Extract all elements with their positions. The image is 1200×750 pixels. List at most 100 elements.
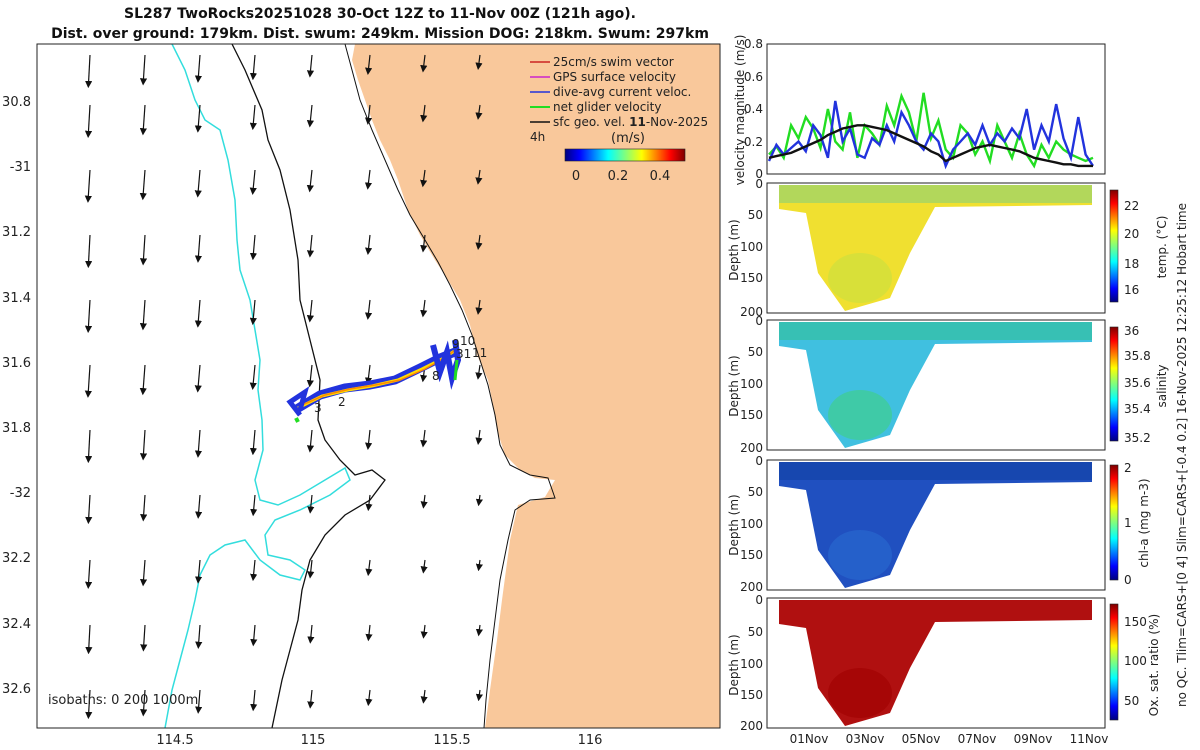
velocity-vector [306,104,314,128]
depth-label: Depth (m) [727,355,741,416]
depth-tick: 0 [755,177,763,191]
side-metadata-label: no QC. Tlim=CARS+[0 4] Slim=CARS+[-0.4 0… [1175,203,1189,707]
colorbar-tick: 0 [572,169,580,184]
salinity-deep-blob [828,390,892,440]
track-label-2: 2 [338,395,346,409]
velocity-vector [249,429,258,456]
velocity-vector [85,54,93,89]
velocity-vector [194,429,203,458]
velocity-vector [420,169,428,188]
depth-tick: 0 [755,314,763,328]
velocity-panel[interactable]: 0 0.2 0.4 0.6 0.8 velocity magnitude (m/… [733,35,1106,186]
salinity-colorbar [1109,326,1119,442]
cbar-tick: 35.2 [1124,431,1151,445]
depth-tick: 100 [740,377,763,391]
track-label-3: 3 [314,401,322,415]
salinity-surface-layer [779,322,1092,340]
date-tick: 03Nov [846,732,885,746]
depth-tick: 50 [748,485,763,499]
oxygen-surface-layer [779,600,1092,618]
cbar-tick: 100 [1124,654,1147,668]
velocity-vector [420,689,428,704]
velocity-vector [195,624,203,649]
velocity-vector [84,169,92,203]
lon-tick: 114.5 [156,733,193,748]
velocity-vector [250,624,258,647]
date-tick: 11Nov [1070,732,1109,746]
title-line-1: SL287 TwoRocks20251028 30-Oct 12Z to 11-… [124,6,636,22]
velocity-vector [84,299,93,334]
depth-tick: 0 [755,454,763,468]
speed-colorbar [564,148,686,162]
date-tick: 09Nov [1014,732,1053,746]
lat-tick: 31.2 [2,225,31,240]
cbar-tick: 2 [1124,461,1132,475]
lat-tick: -31 [10,160,31,175]
map-legend: 25cm/s swim vector GPS surface velocity … [530,55,708,184]
velocity-vector [194,234,203,263]
velocity-vector [306,169,314,193]
velocity-vector [306,54,315,78]
cbar-tick: 16 [1124,283,1139,297]
velocity-vector [365,54,373,76]
series-line-net-glider-velocity [768,92,1094,169]
lat-tick: 31.4 [2,291,31,306]
velocity-vector [420,494,428,509]
cbar-tick: 35.4 [1124,402,1151,416]
legend-label-prefix: sfc geo. vel. [553,115,629,129]
depth-tick: 100 [740,240,763,254]
depth-tick: 50 [748,625,763,639]
depth-tick: 200 [740,719,763,733]
map-panel[interactable]: 3 2 8 9 10 31 11 114.5 115 115.5 116 30.… [2,43,721,748]
legend-label: dive-avg current veloc. [553,85,691,99]
vel-ytick: 0.2 [744,135,763,149]
series-line-sfc-geo-vel- [768,124,1093,168]
velocity-vector [139,54,148,86]
lon-tick: 115.5 [433,733,470,748]
velocity-vector [85,624,93,655]
cbar-tick: 35.6 [1124,376,1151,390]
vel-ytick: 0.6 [744,70,763,84]
lat-tick: 32.6 [2,682,31,697]
isobaths-note: isobaths: 0 200 1000m [48,693,198,708]
velocity-vector [420,624,428,639]
velocity-vector [307,624,315,644]
lat-tick: 31.8 [2,421,31,436]
velocity-vector [365,234,373,256]
legend-label: GPS surface velocity [553,70,676,84]
time-scale-label: 4h [530,130,545,144]
velocity-vector [306,429,315,453]
temperature-surface-layer [779,185,1092,203]
isobath-0m [344,44,556,728]
depth-tick: 100 [740,657,763,671]
velocity-vector [420,429,428,448]
surface-velocity-vectors [84,54,484,720]
profile-panels [766,182,1106,729]
depth-tick: 200 [740,580,763,594]
legend-label-bold: 11 [629,115,646,129]
isobath-1000m [164,44,351,728]
legend-label: net glider velocity [553,100,661,114]
depth-tick: 200 [740,441,763,455]
oxsat-colorbar [1109,603,1119,721]
velocity-vector [84,104,93,139]
velocity-vector [475,364,483,380]
velocity-vector [139,364,147,396]
velocity-vector [140,624,148,652]
velocity-vector [194,104,202,133]
velocity-vector [85,234,93,269]
colorbar-unit: (m/s) [611,131,645,146]
vel-ytick: 0.8 [744,37,763,51]
cbar-tick: 0 [1124,573,1132,587]
cbar-tick: 18 [1124,257,1139,271]
velocity-vector [85,559,93,590]
velocity-vector [420,54,428,73]
series-line-dive-avg-current-veloc- [767,100,1095,170]
depth-tick: 150 [740,548,763,562]
velocity-vector [194,559,203,584]
map-lat-axis: 30.8 -31 31.2 31.4 31.6 31.8 -32 32.2 32… [2,95,31,697]
velocity-vector [85,494,93,525]
cbar-tick: 1 [1124,516,1132,530]
velocity-vector [195,689,203,714]
cbar-label: temp. (°C) [1155,216,1169,279]
